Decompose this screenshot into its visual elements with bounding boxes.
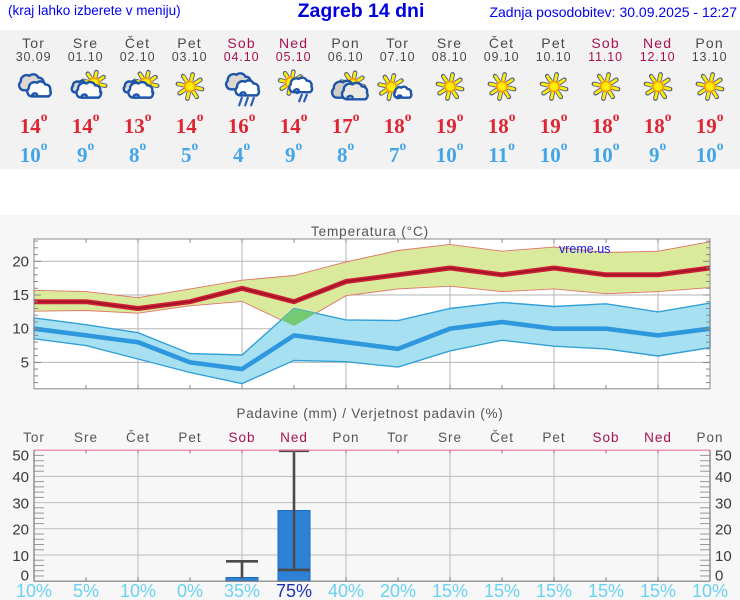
svg-text:20: 20 <box>715 522 732 539</box>
svg-text:0: 0 <box>715 568 723 585</box>
svg-text:20: 20 <box>12 253 29 270</box>
svg-text:Temperatura (°C): Temperatura (°C) <box>311 224 429 239</box>
svg-text:Sre: Sre <box>438 430 462 445</box>
svg-text:30: 30 <box>715 495 732 512</box>
svg-text:Čet: Čet <box>126 430 150 445</box>
svg-text:10: 10 <box>715 548 732 565</box>
svg-text:Pon: Pon <box>332 430 359 445</box>
svg-text:Tor: Tor <box>387 430 409 445</box>
svg-text:40: 40 <box>12 469 29 486</box>
svg-text:35%: 35% <box>224 581 260 600</box>
svg-text:10%: 10% <box>16 581 52 600</box>
svg-text:vreme.us: vreme.us <box>559 242 610 256</box>
svg-text:10%: 10% <box>120 581 156 600</box>
svg-text:10%: 10% <box>692 581 728 600</box>
svg-text:15%: 15% <box>588 581 624 600</box>
svg-text:5: 5 <box>21 354 29 371</box>
svg-text:Pet: Pet <box>178 430 201 445</box>
svg-text:Padavine (mm) / Verjetnost pad: Padavine (mm) / Verjetnost padavin (%) <box>236 406 503 421</box>
svg-text:Pet: Pet <box>542 430 565 445</box>
svg-text:50: 50 <box>12 447 29 464</box>
svg-text:Sob: Sob <box>592 430 619 445</box>
svg-text:Ned: Ned <box>280 430 308 445</box>
svg-text:Sre: Sre <box>74 430 98 445</box>
svg-text:10: 10 <box>12 321 29 338</box>
svg-text:20: 20 <box>12 522 29 539</box>
svg-text:5%: 5% <box>73 581 99 600</box>
svg-text:Pon: Pon <box>696 430 723 445</box>
svg-text:30: 30 <box>12 495 29 512</box>
svg-text:15%: 15% <box>484 581 520 600</box>
svg-text:Ned: Ned <box>644 430 672 445</box>
svg-text:0: 0 <box>21 568 29 585</box>
svg-text:40: 40 <box>715 469 732 486</box>
svg-text:75%: 75% <box>276 581 312 600</box>
svg-text:Čet: Čet <box>490 430 514 445</box>
svg-text:Tor: Tor <box>23 430 45 445</box>
svg-text:40%: 40% <box>328 581 364 600</box>
svg-text:50: 50 <box>715 447 732 464</box>
svg-text:10: 10 <box>12 548 29 565</box>
svg-text:15: 15 <box>12 287 29 304</box>
svg-text:Sob: Sob <box>228 430 255 445</box>
svg-text:15%: 15% <box>536 581 572 600</box>
svg-text:0%: 0% <box>177 581 203 600</box>
svg-text:15%: 15% <box>432 581 468 600</box>
svg-text:20%: 20% <box>380 581 416 600</box>
svg-text:15%: 15% <box>640 581 676 600</box>
